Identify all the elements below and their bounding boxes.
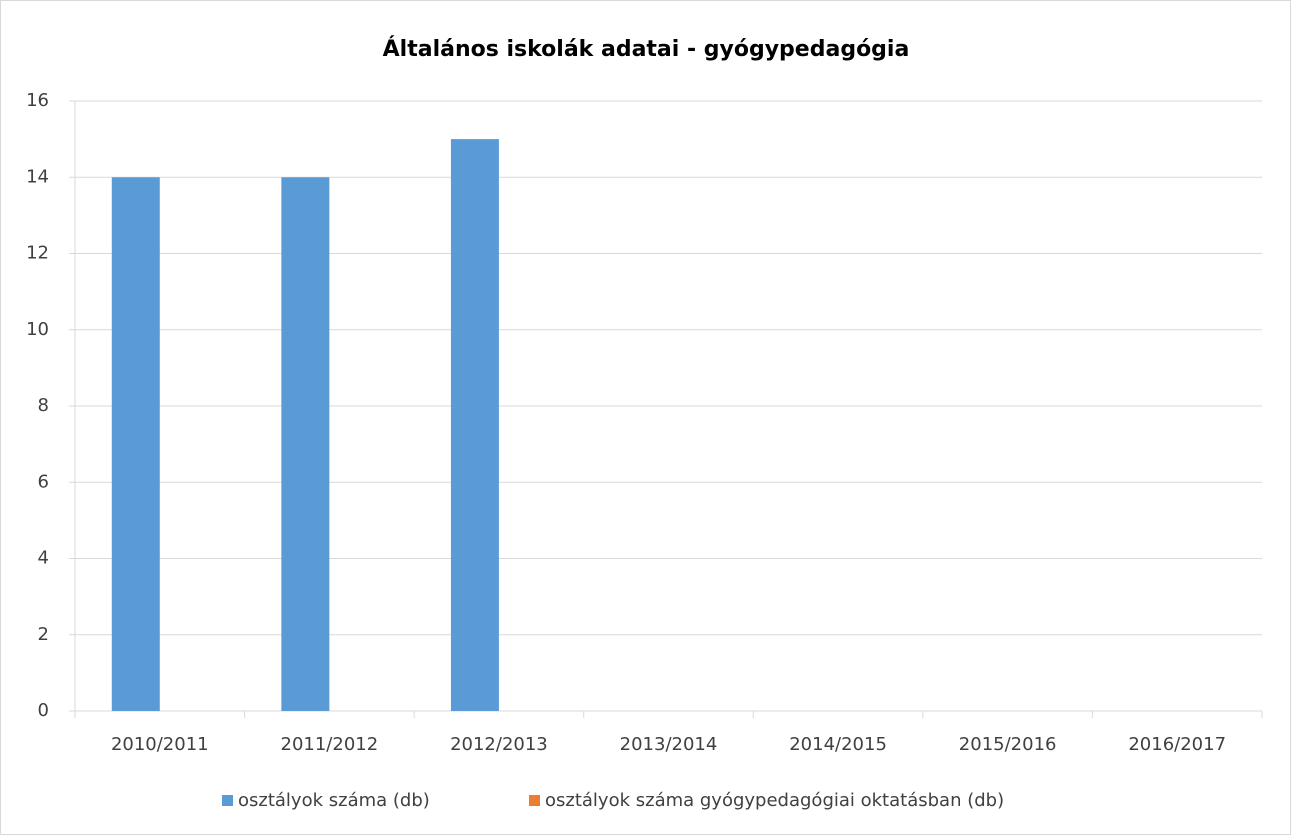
bar [281, 177, 330, 711]
y-tick-label: 8 [38, 395, 49, 416]
y-tick-label: 0 [38, 700, 49, 721]
x-tick-label: 2015/2016 [959, 734, 1057, 755]
legend-label: osztályok száma (db) [238, 790, 430, 811]
chart-title: Általános iskolák adatai - gyógypedagógi… [383, 36, 910, 62]
y-tick-label: 6 [38, 471, 49, 492]
x-tick-label: 2012/2013 [450, 734, 548, 755]
y-tick-label: 10 [26, 319, 49, 340]
bar [111, 177, 160, 711]
y-tick-label: 4 [38, 548, 49, 569]
x-tick-label: 2010/2011 [111, 734, 209, 755]
x-tick-label: 2011/2012 [281, 734, 379, 755]
x-tick-label: 2014/2015 [789, 734, 887, 755]
y-tick-label: 14 [26, 166, 49, 187]
y-tick-label: 2 [38, 624, 49, 645]
legend-swatch [529, 795, 540, 806]
legend-label: osztályok száma gyógypedagógiai oktatásb… [545, 790, 1004, 811]
y-tick-label: 12 [26, 243, 49, 264]
legend-swatch [222, 795, 233, 806]
bar [450, 139, 499, 711]
x-tick-label: 2013/2014 [620, 734, 718, 755]
y-tick-label: 16 [26, 90, 49, 111]
x-tick-label: 2016/2017 [1128, 734, 1226, 755]
